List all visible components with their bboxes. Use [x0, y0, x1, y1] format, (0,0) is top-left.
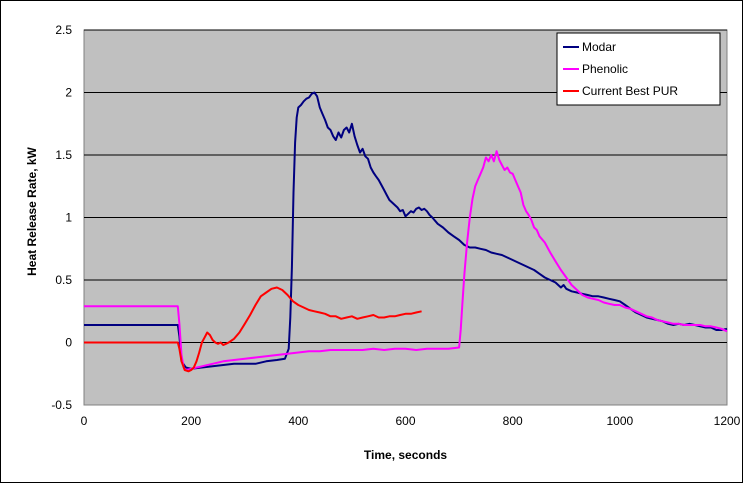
- y-tick-label: 2.5: [55, 23, 72, 37]
- y-tick-labels: -0.5 0 0.5 1 1.5 2 2.5: [51, 23, 72, 412]
- x-axis-title: Time, seconds: [364, 448, 447, 462]
- legend-label: Phenolic: [582, 62, 628, 76]
- legend-box: [556, 32, 721, 106]
- y-tick-label: 1: [65, 211, 72, 225]
- y-tick-label: 0.5: [55, 273, 72, 287]
- x-tick-label: 1200: [714, 414, 741, 428]
- x-tick-label: 600: [395, 414, 415, 428]
- series-line-1: [84, 91, 728, 370]
- series-line-3: [84, 286, 422, 373]
- legend: Modar Phenolic Current Best PUR: [556, 32, 721, 106]
- y-tick-label: 0: [65, 336, 72, 350]
- y-axis-title: Heat Release Rate, kW: [25, 146, 39, 275]
- y-tick-label: -0.5: [51, 398, 72, 412]
- series-line-2: [84, 150, 728, 371]
- series-lines: [84, 91, 728, 373]
- x-tick-label: 800: [503, 414, 523, 428]
- x-tick-label: 200: [181, 414, 201, 428]
- legend-label: Modar: [582, 40, 616, 54]
- legend-label: Current Best PUR: [582, 84, 678, 98]
- x-tick-label: 0: [81, 414, 88, 428]
- y-tick-label: 1.5: [55, 148, 72, 162]
- x-tick-label: 400: [288, 414, 308, 428]
- y-tick-label: 2: [65, 86, 72, 100]
- x-tick-label: 1000: [606, 414, 633, 428]
- x-tick-labels: 0 200 400 600 800 1000 1200: [81, 414, 741, 428]
